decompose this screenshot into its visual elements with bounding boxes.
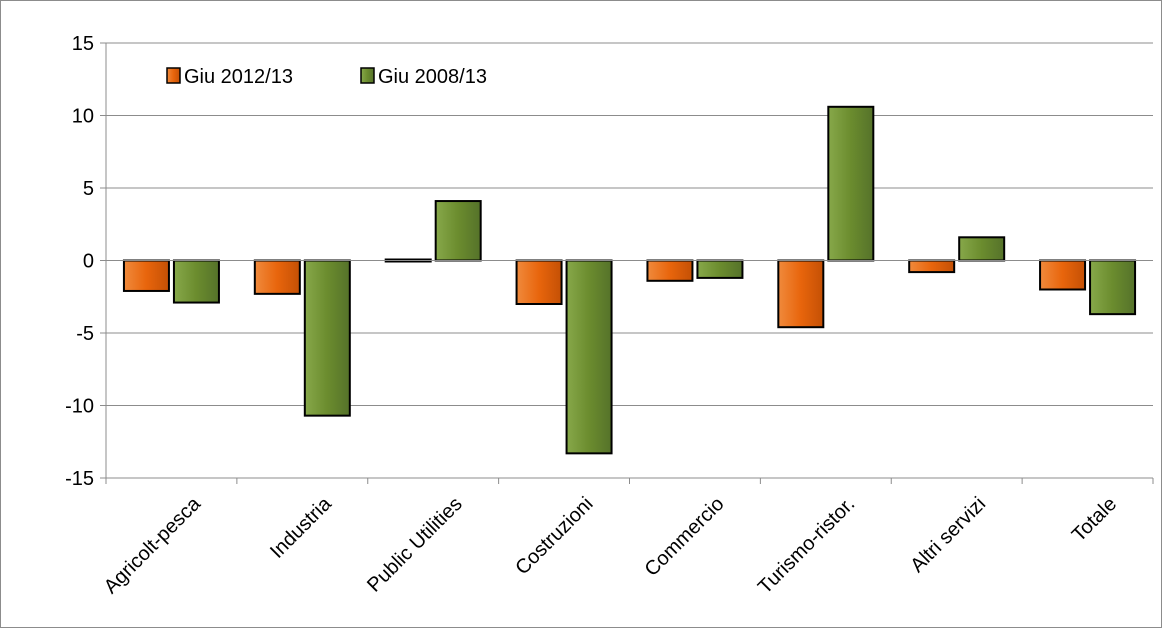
bar-giu-2012-13-industria (253, 259, 301, 295)
x-category-label: Altri servizi (906, 493, 990, 577)
bar-giu-2008-13-commercio (696, 259, 744, 279)
y-tick-label: -5 (76, 323, 94, 345)
bar-giu-2008-13-costruzioni (565, 259, 613, 455)
bar-giu-2012-13-altri-servizi (908, 259, 956, 274)
x-category-label: Agricolt-pesca (100, 492, 206, 598)
y-tick-label: 10 (72, 106, 94, 128)
x-category-label: Costruzioni (511, 493, 597, 579)
y-tick-label: 0 (83, 251, 94, 273)
bar-giu-2008-13-altri-servizi (958, 236, 1006, 262)
bar-giu-2012-13-agricolt-pesca (122, 259, 170, 292)
bar-giu-2012-13-totale (1039, 259, 1087, 291)
bar-giu-2008-13-totale (1089, 259, 1137, 316)
y-tick-label: 15 (72, 33, 94, 55)
legend: Giu 2012/13 Giu 2008/13 (166, 66, 487, 88)
bar-giu-2008-13-turismo-ristor (827, 105, 875, 262)
bar-giu-2008-13-industria (303, 259, 351, 417)
x-category-label: Turismo-ristor. (754, 493, 859, 598)
y-tick-label: 5 (83, 178, 94, 200)
x-category-label: Public Utilities (363, 493, 467, 597)
bar-giu-2012-13-costruzioni (515, 259, 563, 305)
bar-giu-2012-13-commercio (646, 259, 694, 282)
bar-giu-2012-13-turismo-ristor (777, 259, 825, 329)
x-category-label: Industria (266, 492, 336, 562)
legend-swatch-giu-2008-13 (360, 67, 375, 84)
bar-giu-2008-13-public-utilities (434, 200, 482, 262)
x-category-label: Commercio (641, 493, 729, 581)
x-category-label: Totale (1068, 493, 1121, 546)
y-tick-label: -10 (65, 396, 94, 418)
legend-swatch-giu-2012-13 (166, 67, 181, 84)
legend-label-giu-2012-13: Giu 2012/13 (184, 66, 293, 88)
bars (122, 105, 1137, 455)
legend-label-giu-2008-13: Giu 2008/13 (378, 66, 487, 88)
y-tick-label: -15 (65, 468, 94, 490)
bar-giu-2008-13-agricolt-pesca (172, 259, 220, 304)
